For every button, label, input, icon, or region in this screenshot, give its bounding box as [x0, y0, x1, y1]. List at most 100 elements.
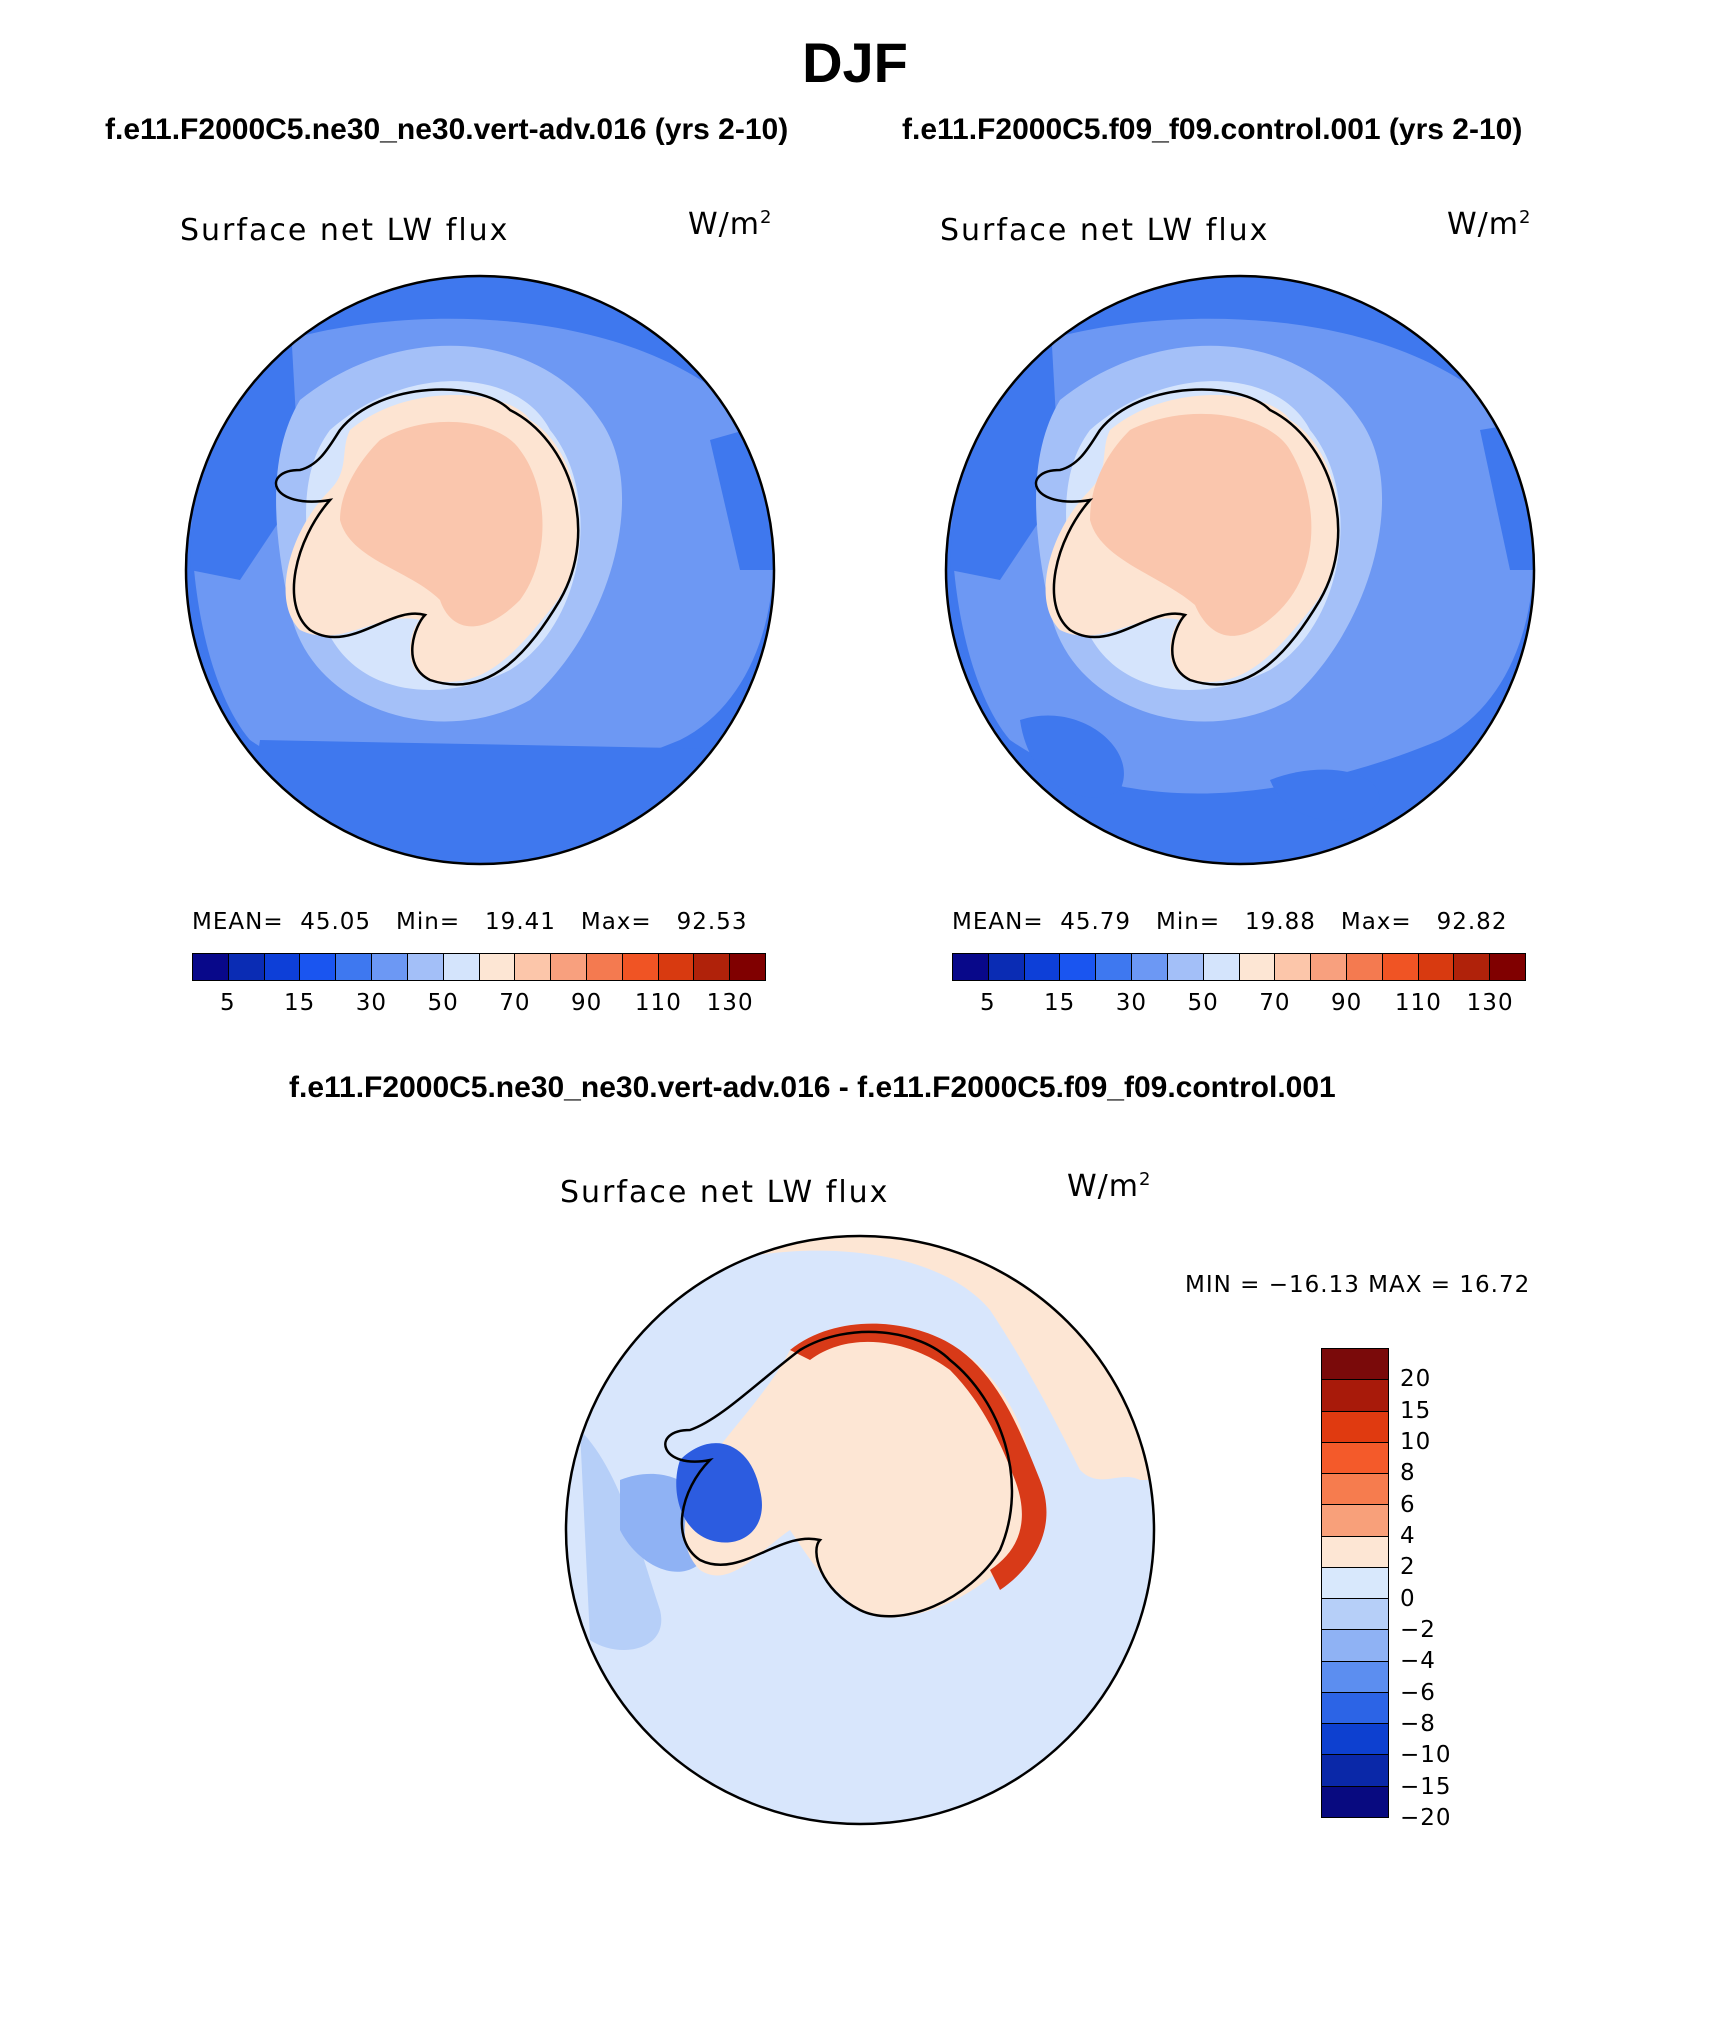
map-boundary-circle: [564, 1234, 1156, 1826]
right-colorbar: [952, 953, 1526, 981]
colorbar-cell: [1322, 1411, 1388, 1443]
colorbar-tick-label: 30: [1115, 990, 1148, 1016]
diff-strong-positive-coast: [790, 1323, 1047, 1590]
left-unit-label: W/m2: [688, 207, 773, 242]
colorbar-cell: [300, 954, 337, 980]
colorbar-tick-label: 15: [1400, 1397, 1432, 1424]
diff-minmax: MIN = −16.13 MAX = 16.72: [1185, 1272, 1531, 1298]
diff-antarctica-interior: [684, 1323, 1033, 1618]
colorbar-cell: [694, 954, 731, 980]
antarctica-coastline: [664, 1330, 1014, 1618]
colorbar-cell: [1024, 954, 1061, 980]
colorbar-tick-label: 15: [283, 990, 316, 1016]
colorbar-tick-label: 20: [1400, 1366, 1432, 1393]
colorbar-tick-label: 90: [1330, 990, 1363, 1016]
antarctica-land-high: [340, 421, 543, 627]
left-stats: MEAN= 45.05 Min= 19.41 Max= 92.53: [192, 909, 748, 935]
colorbar-tick-label: 110: [634, 990, 682, 1016]
antarctica-land-high: [1090, 413, 1312, 636]
colorbar-cell: [372, 954, 408, 980]
left-polar-map: [184, 274, 776, 866]
ocean-patch-southwest: [1020, 715, 1124, 798]
colorbar-cell: [1096, 954, 1133, 980]
colorbar-tick-label: 130: [706, 990, 754, 1016]
colorbar-cell: [1239, 954, 1276, 980]
colorbar-tick-label: −6: [1400, 1679, 1436, 1706]
colorbar-cell: [1132, 954, 1168, 980]
colorbar-tick-label: 15: [1043, 990, 1076, 1016]
ocean-patch-south: [240, 740, 774, 864]
colorbar-cell: [1203, 954, 1240, 980]
right-stats: MEAN= 45.79 Min= 19.88 Max= 92.82: [952, 909, 1508, 935]
diff-polar-map: [564, 1234, 1156, 1826]
colorbar-cell: [1346, 954, 1383, 980]
colorbar-tick-label: −2: [1400, 1617, 1436, 1643]
colorbar-cell: [1275, 954, 1312, 980]
diff-unit-label: W/m2: [1067, 1169, 1152, 1204]
colorbar-cell: [1322, 1442, 1388, 1475]
colorbar-cell: [1322, 1567, 1388, 1600]
colorbar-cell: [515, 954, 552, 980]
colorbar-tick-label: 10: [1400, 1429, 1432, 1455]
colorbar-cell: [1322, 1724, 1388, 1756]
colorbar-cell: [1322, 1349, 1388, 1381]
colorbar-tick-label: 110: [1394, 990, 1442, 1016]
colorbar-tick-label: 2: [1400, 1554, 1416, 1581]
colorbar-cell: [1454, 954, 1491, 980]
colorbar-cell: [953, 954, 989, 980]
colorbar-tick-label: −15: [1400, 1773, 1452, 1800]
colorbar-cell: [586, 954, 623, 980]
figure-title: DJF: [802, 31, 908, 94]
diff-colorbar-ticks: 20 15 10 8 6 4 2 0 −2 −4 −6 −8 −10 −15 −20: [1400, 1348, 1480, 1831]
colorbar-cell: [1322, 1599, 1388, 1631]
colorbar-tick-label: 6: [1400, 1491, 1416, 1518]
colorbar-cell: [1060, 954, 1097, 980]
left-colorbar-ticks: 5 15 30 50 70 90 110 130: [192, 990, 766, 1020]
colorbar-cell: [658, 954, 695, 980]
colorbar-cell: [1322, 1692, 1388, 1725]
colorbar-cell: [1322, 1536, 1388, 1568]
colorbar-tick-label: −4: [1400, 1648, 1436, 1675]
colorbar-tick-label: 50: [1187, 990, 1219, 1016]
colorbar-tick-label: 70: [499, 990, 531, 1016]
left-colorbar: [192, 953, 766, 981]
colorbar-cell: [1382, 954, 1419, 980]
colorbar-cell: [264, 954, 301, 980]
antarctica-coastline: [1034, 388, 1340, 686]
left-panel-title: f.e11.F2000C5.ne30_ne30.vert-adv.016 (yr…: [105, 113, 789, 146]
colorbar-tick-label: 70: [1259, 990, 1291, 1016]
colorbar-cell: [1322, 1755, 1388, 1787]
colorbar-cell: [336, 954, 373, 980]
colorbar-cell: [407, 954, 444, 980]
colorbar-cell: [988, 954, 1025, 980]
ocean-patch-south: [1270, 769, 1380, 821]
colorbar-cell: [1322, 1505, 1388, 1537]
colorbar-cell: [1167, 954, 1204, 980]
colorbar-cell: [1322, 1380, 1388, 1412]
colorbar-tick-label: 130: [1466, 990, 1514, 1016]
colorbar-tick-label: −10: [1400, 1742, 1452, 1769]
colorbar-tick-label: −8: [1400, 1711, 1436, 1737]
map-boundary-circle: [944, 274, 1536, 866]
colorbar-tick-label: 30: [355, 990, 388, 1016]
colorbar-tick-label: 5: [220, 990, 236, 1016]
colorbar-cell: [551, 954, 587, 980]
right-variable-label: Surface net LW flux: [940, 213, 1270, 248]
colorbar-cell: [1311, 954, 1347, 980]
colorbar-cell: [622, 954, 659, 980]
left-variable-label: Surface net LW flux: [180, 213, 510, 248]
colorbar-cell: [443, 954, 480, 980]
colorbar-cell: [1322, 1661, 1388, 1693]
colorbar-cell: [1490, 954, 1525, 980]
colorbar-cell: [730, 954, 765, 980]
right-panel-title: f.e11.F2000C5.f09_f09.control.001 (yrs 2…: [902, 113, 1523, 146]
colorbar-cell: [1322, 1630, 1388, 1662]
diff-variable-label: Surface net LW flux: [560, 1175, 890, 1210]
colorbar-tick-label: 50: [427, 990, 459, 1016]
colorbar-tick-label: 90: [570, 990, 603, 1016]
colorbar-cell: [193, 954, 229, 980]
right-polar-map: [944, 274, 1536, 866]
colorbar-tick-label: 4: [1400, 1523, 1416, 1549]
colorbar-tick-label: 0: [1400, 1585, 1416, 1612]
right-colorbar-ticks: 5 15 30 50 70 90 110 130: [952, 990, 1526, 1020]
